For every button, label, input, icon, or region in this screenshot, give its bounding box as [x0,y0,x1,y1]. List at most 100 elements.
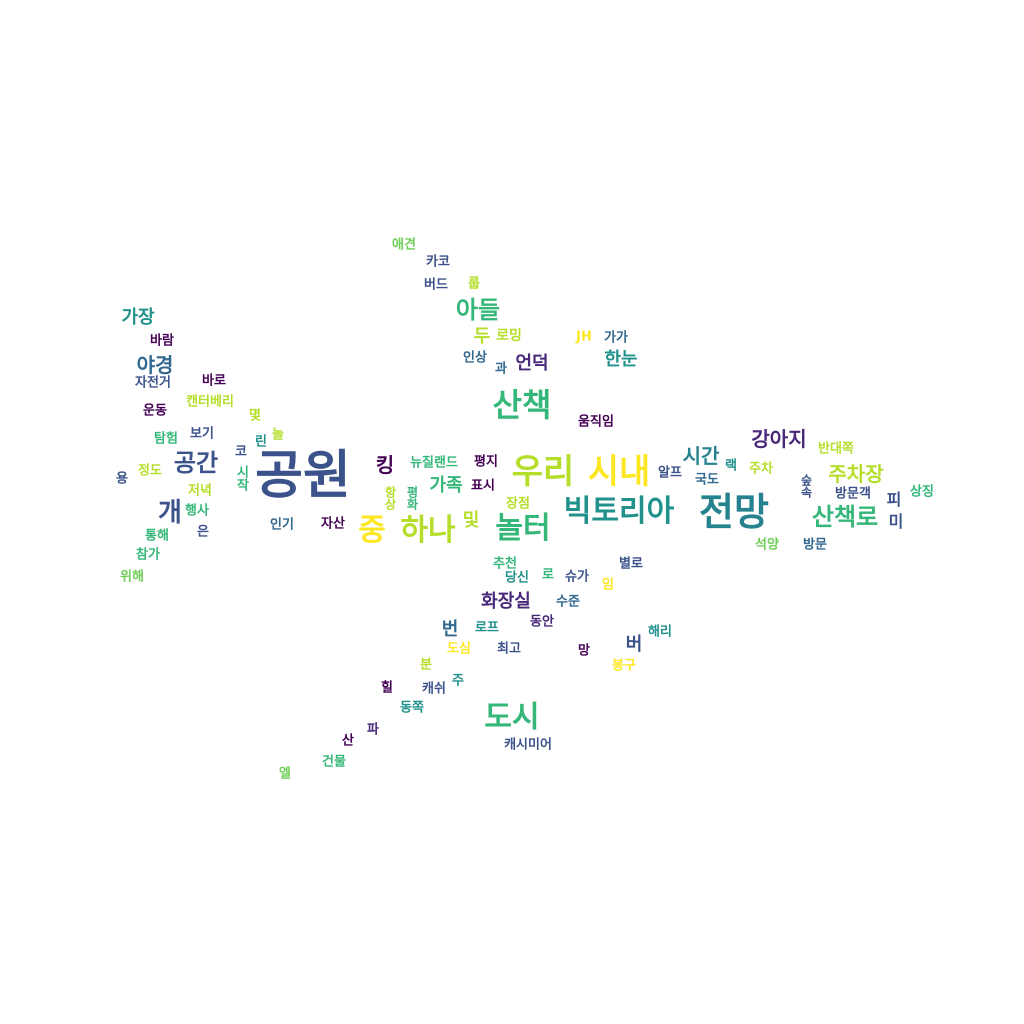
cloud-word: 은 [197,524,209,540]
cloud-word: 참가 [136,547,160,563]
cloud-word: 로 [542,567,554,583]
cloud-word: 인기 [270,517,294,533]
cloud-word: 인상 [463,350,487,366]
cloud-word: 용 [116,471,128,487]
cloud-word: 개 [158,498,182,528]
cloud-word: 가가 [604,330,628,346]
cloud-word: 별로 [619,556,643,572]
cloud-word: 한눈 [604,349,638,370]
cloud-word: 수준 [556,594,580,610]
cloud-word: 뉴질랜드 [410,455,458,471]
cloud-word: 애견 [392,237,416,253]
cloud-word: 언덕 [515,353,549,374]
cloud-word: 번 [441,619,459,640]
cloud-word: 방문 [803,537,827,553]
cloud-word: 빅토리아 [563,494,675,529]
cloud-word: 당신 [505,570,529,586]
cloud-word: 시내 [587,452,651,492]
cloud-word: 카코 [426,254,450,270]
cloud-word: 과 [495,361,507,377]
cloud-word: JH [576,329,592,345]
cloud-word: 힐 [381,680,393,696]
cloud-word: 및 [462,510,480,531]
cloud-word: 알프 [658,465,682,481]
cloud-word: 추천 [493,556,517,572]
cloud-word: 반대쪽 [818,441,854,457]
cloud-word: 상징 [910,484,934,500]
cloud-word: 가장 [121,307,155,328]
cloud-word: 놀 [272,427,284,443]
cloud-word: 캐시미어 [504,737,552,753]
cloud-word: 석양 [755,537,779,553]
cloud-word: 운동 [143,403,167,419]
cloud-word: 주차 [749,461,773,477]
cloud-word: 중 [358,513,386,548]
cloud-word: 킹 [375,453,395,477]
cloud-word: 자산 [321,516,345,532]
cloud-word: 장점 [506,496,530,512]
cloud-word: 로프 [475,620,499,636]
cloud-word: 린 [255,434,267,450]
cloud-word: 공간 [173,449,219,477]
cloud-word: 엘 [279,766,291,782]
cloud-word: 랙 [725,458,737,474]
cloud-word: 버드 [424,277,448,293]
cloud-word: 미 [888,512,904,531]
cloud-word: 정도 [138,463,162,479]
cloud-word: 주 [452,673,464,689]
cloud-word: 평화 [405,486,419,510]
cloud-word: 공원 [255,446,351,506]
cloud-word: 아들 [455,296,501,324]
cloud-word: 산책 [492,386,552,424]
cloud-word: 임 [602,577,614,593]
cloud-word: 두 [473,326,491,347]
cloud-word: 캔터베리 [186,394,234,410]
cloud-word: 하나 [400,513,456,548]
cloud-word: 동안 [530,614,554,630]
cloud-word: 버 [625,634,643,655]
cloud-word: 숲속 [799,474,813,498]
cloud-word: 로밍 [496,328,522,344]
cloud-word: 방문객 [835,486,871,502]
cloud-word: 평지 [474,454,498,470]
cloud-word: 전망 [699,490,769,534]
cloud-word: 통해 [145,528,169,544]
cloud-word: 산책로 [811,503,879,531]
cloud-word: 룹 [468,276,480,292]
cloud-word: 국도 [695,472,719,488]
cloud-word: 슈가 [565,569,589,585]
cloud-word: 위해 [120,569,144,585]
cloud-word: 도심 [447,641,471,657]
cloud-word: 행사 [185,503,209,519]
cloud-word: 최고 [497,641,521,657]
cloud-word: 해리 [648,624,672,640]
cloud-word: 표시 [471,478,495,494]
cloud-word: 자전거 [135,375,171,391]
cloud-word: 봉구 [612,658,636,674]
cloud-word: 보기 [190,426,214,442]
cloud-word: 코 [235,444,247,460]
cloud-word: 캐쉬 [422,681,446,697]
cloud-word: 가족 [429,475,463,496]
cloud-word: 탐험 [154,431,178,447]
cloud-word: 시작 [233,465,249,491]
cloud-word: 몇 [249,408,261,424]
cloud-word: 항상 [383,486,397,510]
cloud-word: 강아지 [751,427,807,451]
cloud-word: 바람 [150,333,174,349]
cloud-word: 파 [367,722,379,738]
cloud-word: 동쪽 [400,700,424,716]
cloud-word: 움직임 [578,414,614,430]
cloud-word: 망 [578,643,590,659]
cloud-word: 분 [420,657,432,673]
cloud-word: 피 [886,490,902,509]
cloud-word: 바로 [202,373,226,389]
cloud-word: 도시 [484,700,540,735]
cloud-word: 야경 [136,353,174,377]
cloud-word: 화장실 [481,591,531,612]
cloud-word: 저녁 [188,483,212,499]
cloud-word: 우리 [511,452,575,492]
cloud-word: 건물 [322,754,346,770]
cloud-word: 시간 [682,444,720,468]
